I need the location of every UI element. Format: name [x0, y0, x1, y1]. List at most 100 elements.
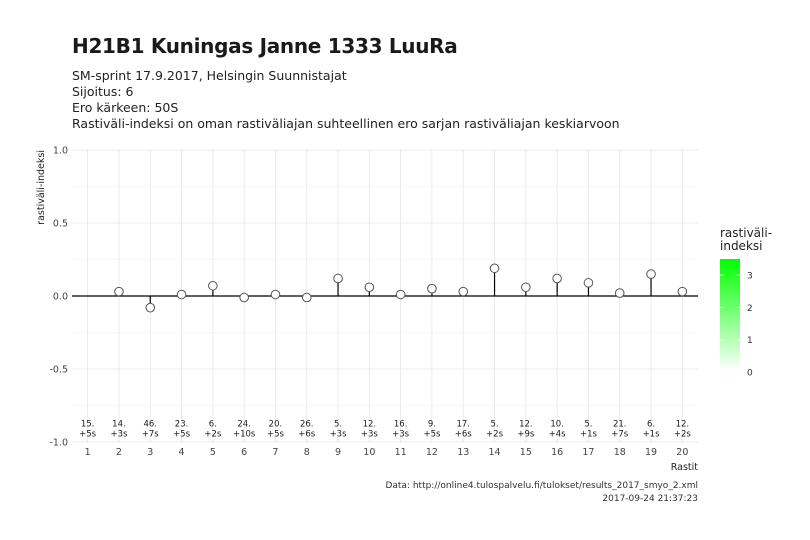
lollipop-point [145, 302, 156, 313]
x-tick-label: 4 [179, 447, 185, 458]
legend-tick-label: 0 [747, 369, 753, 379]
annotation-rank: 23. [175, 419, 189, 429]
annotation-rank: 17. [456, 419, 470, 429]
annotation-diff: +3s [361, 429, 379, 439]
lollipop-point [176, 289, 187, 300]
annotation-rank: 20. [269, 419, 283, 429]
legend-colorbar [720, 259, 740, 372]
lollipop-point [521, 282, 531, 293]
x-tick-label: 8 [304, 447, 310, 458]
annotation-diff: +1s [643, 429, 661, 439]
annotation-diff: +2s [674, 429, 692, 439]
lollipop-point [489, 263, 500, 274]
lollipop-point [301, 292, 312, 303]
timestamp: 2017-09-24 21:37:23 [602, 494, 698, 504]
lollipop-point [208, 280, 218, 291]
annotation-rank: 6. [647, 419, 655, 429]
annotation-diff: +7s [142, 429, 160, 439]
lollipop-point [270, 289, 281, 300]
annotation-diff: +10s [233, 429, 256, 439]
legend-title-line1: rastiväli- [720, 226, 773, 240]
annotation-rank: 26. [300, 419, 314, 429]
annotation-diff: +4s [549, 429, 567, 439]
x-tick-label: 14 [489, 447, 501, 458]
lollipop-point [114, 286, 124, 297]
subtitle-description: Rastiväli-indeksi on oman rastiväliajan … [72, 116, 620, 131]
lollipop-point [427, 283, 437, 294]
x-tick-label: 10 [363, 447, 375, 458]
annotation-diff: +2s [204, 429, 222, 439]
lollipop-point [583, 278, 594, 288]
y-tick-label: -1.0 [49, 438, 68, 449]
y-tick-label: 0.0 [53, 292, 68, 303]
annotation-diff: +3s [110, 429, 128, 439]
x-tick-label: 15 [520, 447, 532, 458]
annotation-diff: +5s [173, 429, 191, 439]
legend-tick-label: 3 [747, 272, 753, 282]
x-tick-label: 6 [241, 447, 247, 458]
x-tick-label: 16 [551, 447, 563, 458]
chart-title: H21B1 Kuningas Janne 1333 LuuRa [72, 34, 458, 58]
x-tick-label: 18 [614, 447, 626, 458]
legend-tick-label: 1 [747, 336, 753, 346]
annotation-diff: +5s [267, 429, 285, 439]
annotation-diff: +6s [455, 429, 473, 439]
legend-title-line2: indeksi [720, 239, 763, 253]
y-tick-label: 0.5 [53, 219, 68, 230]
annotation-rank: 21. [613, 419, 627, 429]
annotation-diff: +3s [330, 429, 348, 439]
legend-title: rastiväli- indeksi [720, 227, 772, 253]
data-source: Data: http://online4.tulospalvelu.fi/tul… [385, 481, 698, 491]
x-tick-label: 9 [335, 447, 341, 458]
x-tick-label: 19 [645, 447, 657, 458]
annotation-rank: 46. [143, 419, 157, 429]
y-tick-label: 1.0 [53, 146, 68, 157]
x-tick-label: 3 [147, 447, 153, 458]
annotation-diff: +5s [79, 429, 97, 439]
x-tick-label: 11 [395, 447, 407, 458]
lollipop-point [458, 286, 469, 297]
lollipop-point [614, 288, 625, 298]
annotation-rank: 15. [81, 419, 95, 429]
annotation-rank: 6. [209, 419, 217, 429]
annotation-diff: +7s [611, 429, 629, 439]
x-tick-label: 20 [676, 447, 688, 458]
annotation-rank: 5. [584, 419, 592, 429]
y-axis-label: rastiväli-indeksi [36, 150, 47, 225]
x-tick-label: 13 [457, 447, 469, 458]
annotation-rank: 5. [490, 419, 498, 429]
legend-tick-label: 2 [747, 304, 753, 314]
lollipop-point [395, 289, 406, 300]
x-tick-label: 7 [272, 447, 278, 458]
x-tick-label: 2 [116, 447, 122, 458]
subtitle-gap: Ero kärkeen: 50S [72, 100, 179, 115]
lollipop-point [646, 269, 656, 279]
subtitle-placement: Sijoitus: 6 [72, 84, 134, 99]
lollipop-point [677, 286, 688, 297]
annotation-diff: +6s [298, 429, 316, 439]
annotation-rank: 12. [363, 419, 377, 429]
annotation-rank: 16. [394, 419, 408, 429]
annotation-rank: 14. [112, 419, 126, 429]
annotation-diff: +2s [486, 429, 504, 439]
annotation-diff: +5s [423, 429, 441, 439]
x-tick-label: 12 [426, 447, 438, 458]
x-tick-label: 5 [210, 447, 216, 458]
annotation-diff: +1s [580, 429, 598, 439]
annotation-rank: 10. [550, 419, 564, 429]
annotation-rank: 9. [428, 419, 436, 429]
annotation-diff: +3s [392, 429, 410, 439]
lollipop-point [333, 273, 343, 284]
lollipop-point [552, 273, 562, 284]
subtitle-event: SM-sprint 17.9.2017, Helsingin Suunnista… [72, 68, 347, 83]
annotation-rank: 24. [237, 419, 251, 429]
annotation-rank: 12. [519, 419, 533, 429]
x-axis-label: Rastit [671, 462, 699, 473]
lollipop-point [239, 292, 249, 303]
x-tick-label: 1 [85, 447, 91, 458]
annotation-rank: 5. [334, 419, 342, 429]
lollipop-point [364, 282, 375, 293]
annotation-rank: 12. [676, 419, 690, 429]
annotation-diff: +9s [517, 429, 535, 439]
